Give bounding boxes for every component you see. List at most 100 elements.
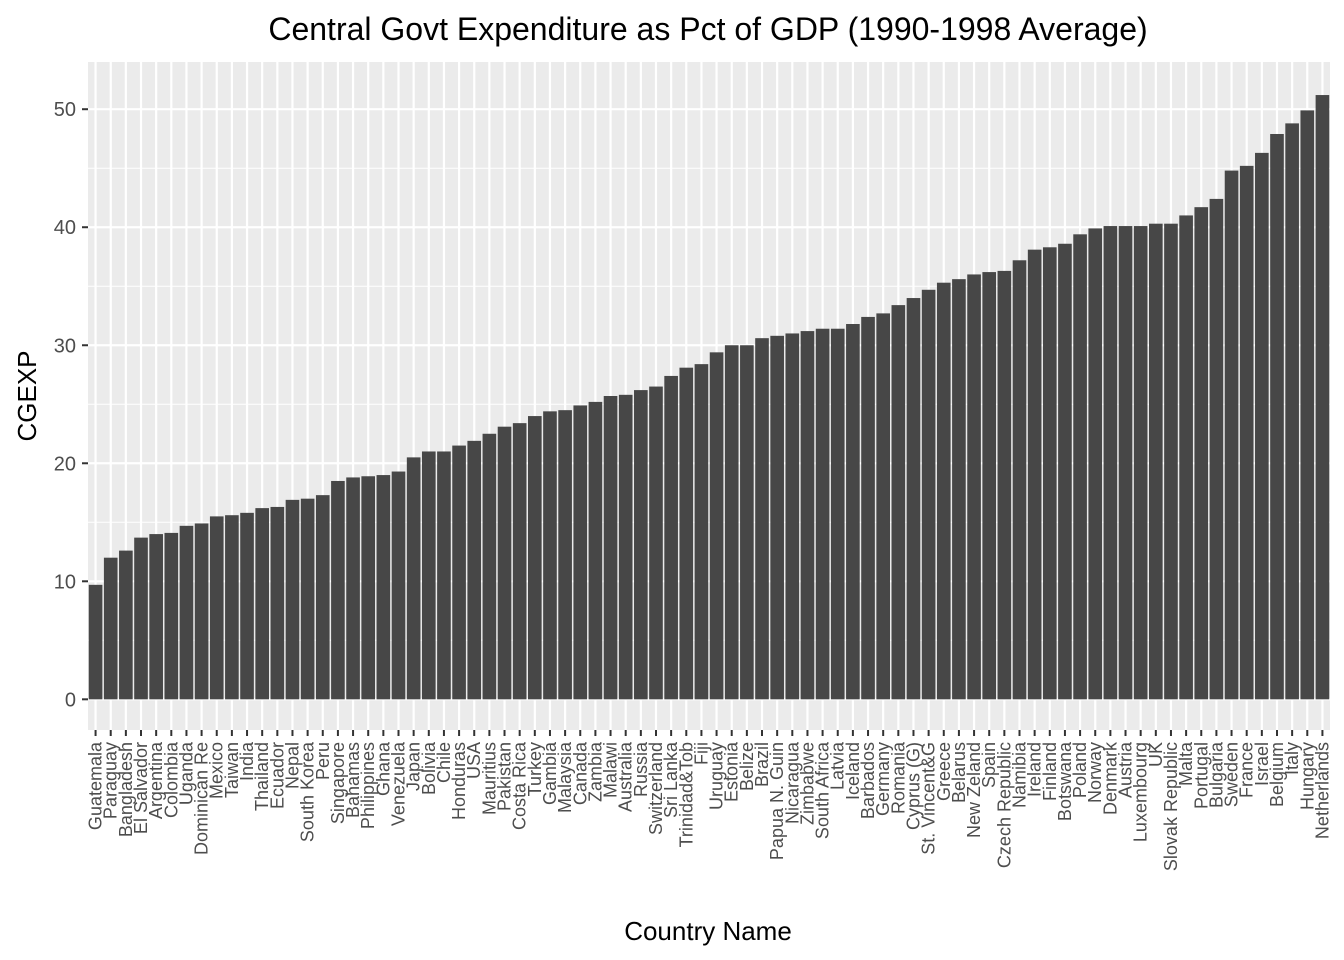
x-tick-label: Japan xyxy=(404,742,424,791)
y-axis: 0 10 20 30 40 50 xyxy=(54,99,88,711)
x-tick-label: Turkey xyxy=(525,742,545,796)
bar xyxy=(149,534,163,700)
x-tick-label: Bulgaria xyxy=(1206,741,1226,808)
bar xyxy=(361,476,376,700)
bar xyxy=(1315,95,1330,700)
bar xyxy=(967,274,981,700)
x-tick-label: Ireland xyxy=(1025,742,1045,797)
x-tick-label: Malta xyxy=(1176,741,1196,786)
x-tick-label: Norway xyxy=(1085,742,1105,803)
y-tick-label: 0 xyxy=(65,689,76,711)
x-tick-label: Greece xyxy=(934,742,954,801)
y-tick-label: 50 xyxy=(54,99,76,121)
x-tick-label: India xyxy=(237,741,257,781)
x-tick-label: USA xyxy=(464,742,484,779)
y-axis-title: CGEXP xyxy=(12,350,42,441)
bar xyxy=(1194,207,1209,700)
x-tick-label: Canada xyxy=(570,741,590,805)
x-tick-label: Czech Republic xyxy=(994,742,1014,868)
x-tick-label: Paraguay xyxy=(101,742,121,819)
bar xyxy=(1285,123,1299,700)
bar xyxy=(452,445,466,700)
x-tick-label: Germany xyxy=(873,742,893,816)
bar xyxy=(1164,223,1178,700)
x-tick-label: Poland xyxy=(1070,742,1090,798)
x-tick-label: Nepal xyxy=(282,742,302,789)
bar xyxy=(285,499,300,700)
bar xyxy=(815,328,830,700)
x-tick-label: Nicaragua xyxy=(782,741,802,824)
x-tick-label: Bangladesh xyxy=(116,742,136,837)
bar xyxy=(240,512,254,700)
x-tick-label: Philippines xyxy=(358,742,378,829)
x-tick-label: Spain xyxy=(979,742,999,788)
x-tick-label: Hungary xyxy=(1297,742,1317,810)
x-tick-label: Israel xyxy=(1252,742,1272,786)
bar xyxy=(134,537,148,700)
bar xyxy=(770,335,784,700)
y-tick-label: 30 xyxy=(54,335,76,357)
bar xyxy=(558,410,572,700)
x-tick-label: Fiji xyxy=(691,742,711,765)
x-tick-label: Honduras xyxy=(449,742,469,820)
bar xyxy=(997,270,1012,700)
bar xyxy=(1209,198,1224,700)
x-tick-label: Switzerland xyxy=(646,742,666,835)
x-tick-label: Sri Lanka xyxy=(661,741,681,818)
x-tick-label: Russia xyxy=(631,741,651,797)
bar xyxy=(982,272,997,700)
x-tick-label: Zimbabwe xyxy=(797,742,817,825)
bar xyxy=(315,495,330,700)
bar xyxy=(482,433,497,700)
bar xyxy=(437,451,451,700)
bar xyxy=(225,515,239,700)
bar xyxy=(497,426,512,700)
x-tick-label: Singapore xyxy=(328,742,348,824)
bar xyxy=(1179,215,1193,700)
x-tick-label: South Africa xyxy=(813,741,833,839)
x-tick-label: Uruguay xyxy=(707,742,727,810)
x-tick-label: Portugal xyxy=(1191,742,1211,809)
x-tick-label: Argentina xyxy=(146,741,166,819)
x-tick-label: Dominican Re xyxy=(192,742,212,855)
bar xyxy=(88,584,103,700)
x-tick-label: Venezuela xyxy=(389,741,409,826)
x-tick-label: Belarus xyxy=(949,742,969,803)
bar xyxy=(861,316,875,700)
x-tick-label: Costa Rica xyxy=(510,741,530,830)
bar xyxy=(270,506,285,700)
bar xyxy=(830,328,845,700)
bar xyxy=(376,475,391,700)
y-tick-label: 20 xyxy=(54,453,76,475)
x-tick-label: Ecuador xyxy=(267,742,287,809)
bar xyxy=(588,401,603,700)
x-tick-label: Luxembourg xyxy=(1131,742,1151,842)
bar xyxy=(603,396,618,700)
bar xyxy=(512,423,527,700)
x-axis-title: Country Name xyxy=(624,916,792,946)
x-tick-label: Chile xyxy=(434,742,454,783)
bar xyxy=(936,282,951,700)
bar xyxy=(1118,226,1133,700)
x-tick-label: Trinidad&Tob xyxy=(676,742,696,847)
x-tick-label: Latvia xyxy=(828,741,848,790)
bar xyxy=(103,557,118,700)
bar xyxy=(1300,110,1315,700)
bar xyxy=(119,550,133,700)
x-tick-label: Slovak Republic xyxy=(1161,742,1181,871)
bar xyxy=(573,405,588,700)
bar xyxy=(467,440,482,700)
x-tick-label: France xyxy=(1237,742,1257,798)
bar xyxy=(1012,260,1027,700)
bar xyxy=(1103,226,1118,700)
bars xyxy=(88,95,1330,700)
x-tick-label: Zambia xyxy=(585,741,605,802)
bar xyxy=(209,516,224,700)
x-tick-label: Mauritius xyxy=(479,742,499,815)
bar xyxy=(1255,152,1269,700)
bar xyxy=(906,298,921,700)
bar xyxy=(679,367,694,700)
x-tick-label: Netherlands xyxy=(1312,742,1332,839)
